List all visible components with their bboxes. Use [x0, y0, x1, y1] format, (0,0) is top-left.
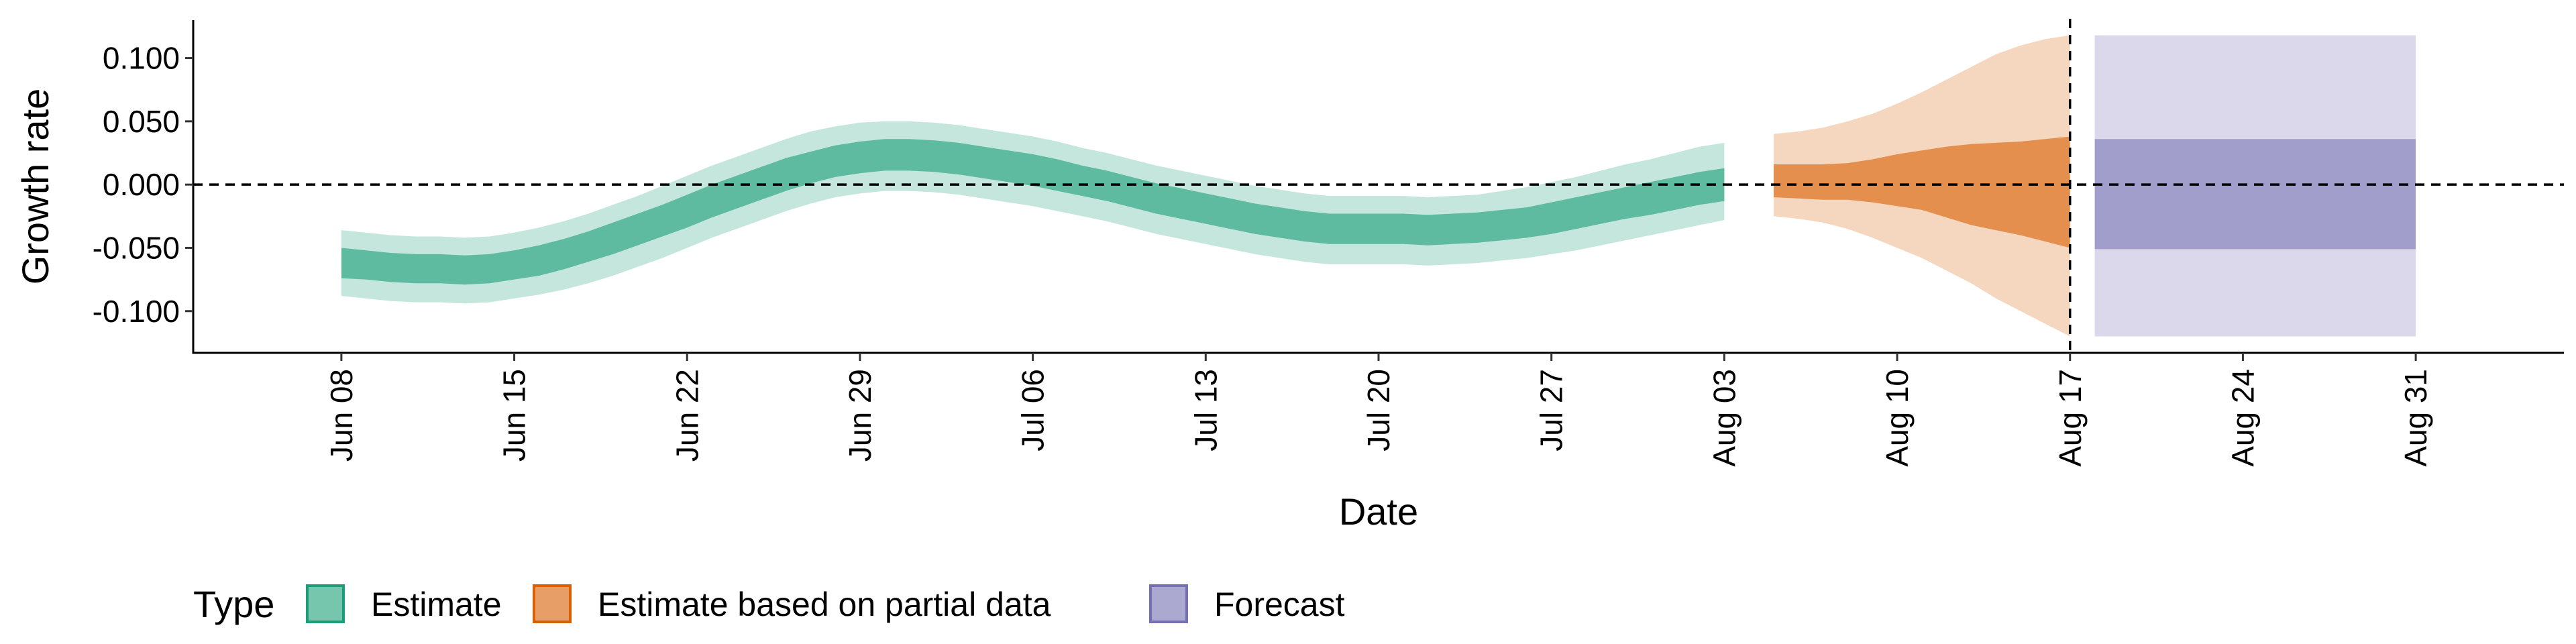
- reference-lines: [193, 19, 2564, 353]
- legend: Type Estimate Estimate based on partial da…: [193, 583, 1345, 625]
- y-tick-label: 0.050: [103, 104, 180, 139]
- legend-item: Forecast: [1148, 584, 1345, 624]
- x-tick-label: Aug 31: [2398, 369, 2433, 467]
- legend-label: Estimate: [371, 586, 502, 623]
- y-tick-label: 0.100: [103, 41, 180, 76]
- x-tick-label: Jul 27: [1534, 369, 1569, 451]
- x-tick-label: Aug 10: [1880, 369, 1915, 467]
- x-tick-label: Jul 13: [1188, 369, 1223, 451]
- y-tick-label: -0.100: [93, 294, 180, 329]
- legend-title: Type: [193, 583, 274, 625]
- legend-swatch: [1149, 584, 1188, 623]
- legend-label: Forecast: [1214, 586, 1345, 623]
- x-tick-label: Jun 29: [843, 369, 877, 462]
- legend-swatch: [533, 584, 572, 623]
- legend-label: Estimate based on partial data: [598, 586, 1051, 623]
- estimate-band-90: [341, 121, 1725, 304]
- x-tick-label: Jun 15: [497, 369, 532, 462]
- estimate-band-50: [341, 139, 1725, 285]
- y-axis-title: Growth rate: [14, 89, 56, 285]
- plot-bands: [341, 35, 2416, 337]
- x-tick-label: Aug 17: [2053, 369, 2088, 467]
- x-tick-label: Aug 03: [1707, 369, 1741, 467]
- x-tick-label: Jun 22: [669, 369, 704, 462]
- legend-item: Estimate: [305, 584, 502, 624]
- legend-item: Estimate based on partial data: [532, 584, 1051, 624]
- legend-swatch: [306, 584, 345, 623]
- axes: 0.100 0.050 0.000 -0.050 -0.100 Jun 08 Jun 15 J…: [14, 20, 2564, 533]
- x-tick-label: Jun 08: [324, 369, 359, 462]
- x-tick-label: Aug 24: [2225, 369, 2260, 467]
- y-tick-label: 0.000: [103, 167, 180, 202]
- x-axis-title: Date: [1339, 490, 1418, 533]
- x-tick-label: Jul 20: [1361, 369, 1396, 451]
- estimate-based-on-partial-data-band-50: [1774, 136, 2070, 248]
- x-tick-label: Jul 06: [1016, 369, 1051, 451]
- forecast-band-50: [2094, 139, 2416, 250]
- y-tick-label: -0.050: [93, 230, 180, 265]
